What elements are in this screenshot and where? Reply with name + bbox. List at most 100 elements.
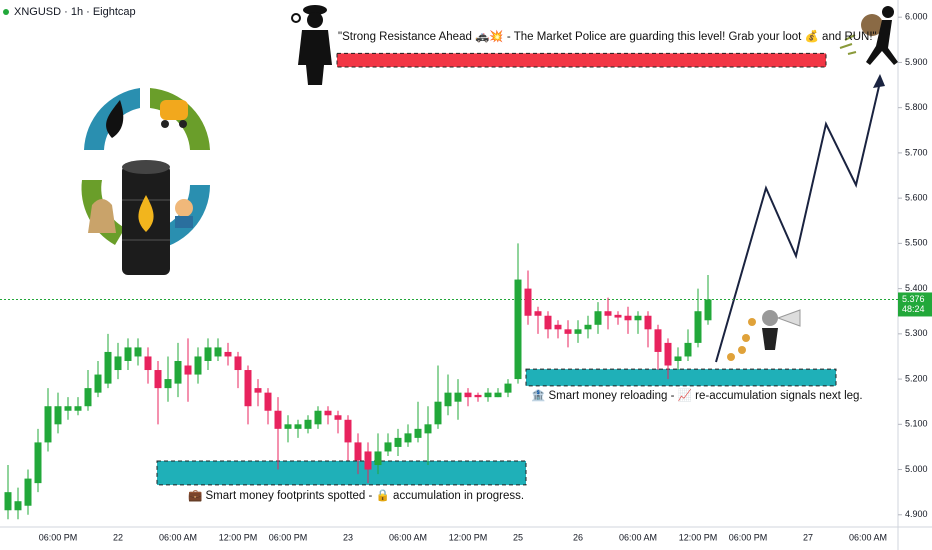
- zone: [525, 368, 837, 387]
- police-illustration: [291, 5, 332, 85]
- candle-body: [214, 347, 222, 357]
- candle-body: [534, 311, 542, 316]
- y-tick-label: 5.600: [905, 193, 928, 203]
- candle-body: [274, 410, 282, 429]
- countdown-label: 48:24: [902, 304, 925, 314]
- x-tick-label: 06:00 AM: [159, 532, 197, 542]
- candle-body: [484, 392, 492, 398]
- candle-body: [44, 406, 52, 443]
- projection-arrow: [715, 74, 885, 363]
- candle-body: [604, 311, 612, 316]
- status-dot: [3, 9, 9, 15]
- y-tick-label: 5.900: [905, 57, 928, 67]
- y-tick-label: 5.000: [905, 464, 928, 474]
- last-price-label: 5.376: [902, 294, 925, 304]
- last-price-tag: [898, 292, 932, 317]
- zone-label: 🏦 Smart money reloading - 📈 re-accumulat…: [531, 388, 863, 402]
- y-tick-label: 5.700: [905, 147, 928, 157]
- candle-body: [284, 424, 292, 429]
- coins-illustration: [727, 309, 801, 361]
- candle-body: [84, 388, 92, 407]
- candle-body: [394, 437, 402, 447]
- candle-body: [424, 424, 432, 434]
- x-tick-label: 06:00 AM: [389, 532, 427, 542]
- x-tick-label: 06:00 PM: [39, 532, 78, 542]
- candle-body: [104, 351, 112, 384]
- x-tick-label: 06:00 AM: [619, 532, 657, 542]
- y-tick-label: 4.900: [905, 509, 928, 519]
- oil-cycle-illustration: [81, 88, 211, 275]
- x-tick-label: 22: [113, 532, 123, 542]
- candle-body: [194, 356, 202, 375]
- x-tick-label: 12:00 PM: [679, 532, 718, 542]
- x-tick-label: 12:00 PM: [219, 532, 258, 542]
- candle-body: [354, 442, 362, 461]
- candle-body: [234, 356, 242, 371]
- candle-body: [204, 347, 212, 361]
- y-tick-label: 5.200: [905, 373, 928, 383]
- candle-body: [304, 419, 312, 429]
- candle-body: [564, 329, 572, 334]
- zone: [156, 460, 527, 486]
- candle-body: [24, 478, 32, 506]
- candle-body: [254, 388, 262, 393]
- candle-body: [654, 329, 662, 352]
- candle-body: [414, 428, 422, 438]
- candle-body: [294, 424, 302, 429]
- candle-body: [144, 356, 152, 371]
- candle-body: [64, 406, 72, 411]
- candle-body: [594, 311, 602, 325]
- candle-body: [664, 342, 672, 366]
- zone-label: "Strong Resistance Ahead 🚓💥 - The Market…: [338, 29, 877, 43]
- candle-body: [634, 315, 642, 321]
- y-tick-label: 6.000: [905, 12, 928, 22]
- candle-body: [374, 451, 382, 466]
- zone-label: 💼 Smart money footprints spotted - 🔒 acc…: [188, 489, 524, 502]
- candle-body: [344, 419, 352, 443]
- candle-body: [504, 383, 512, 393]
- candle-body: [184, 365, 192, 375]
- y-tick-label: 5.400: [905, 283, 928, 293]
- candle-body: [684, 342, 692, 357]
- candle-body: [574, 329, 582, 334]
- candle-body: [324, 410, 332, 416]
- candle-body: [444, 392, 452, 407]
- candle-body: [264, 392, 272, 411]
- candle-body: [384, 442, 392, 452]
- candle-body: [114, 356, 122, 371]
- candle-body: [434, 401, 442, 425]
- candle-body: [74, 406, 82, 411]
- chart-title: XNGUSD · 1h · Eightcap: [14, 6, 136, 18]
- candle-body: [454, 392, 462, 402]
- candle-body: [524, 288, 532, 316]
- candle-body: [554, 324, 562, 330]
- candle-body: [494, 392, 502, 398]
- y-tick-label: 5.500: [905, 238, 928, 248]
- candle-body: [334, 415, 342, 420]
- x-tick-label: 06:00 PM: [269, 532, 308, 542]
- candle-body: [54, 406, 62, 425]
- candle-body: [4, 492, 12, 511]
- candle-body: [614, 314, 622, 318]
- candle-body: [124, 347, 132, 361]
- y-tick-label: 5.100: [905, 419, 928, 429]
- candle-body: [464, 392, 472, 398]
- x-tick-label: 26: [573, 532, 583, 542]
- candle-body: [474, 394, 482, 398]
- candle-body: [694, 311, 702, 343]
- x-tick-label: 27: [803, 532, 813, 542]
- x-tick-label: 06:00 PM: [729, 532, 768, 542]
- y-tick-label: 5.300: [905, 328, 928, 338]
- x-tick-label: 25: [513, 532, 523, 542]
- thief-illustration: [839, 6, 898, 65]
- candle-body: [704, 299, 712, 321]
- candle-body: [404, 433, 412, 443]
- candle-body: [244, 370, 252, 407]
- zone: [336, 52, 827, 68]
- candle-body: [584, 324, 592, 330]
- candle-body: [14, 501, 22, 511]
- x-tick-label: 23: [343, 532, 353, 542]
- candle-body: [514, 279, 522, 380]
- candle-body: [624, 315, 632, 321]
